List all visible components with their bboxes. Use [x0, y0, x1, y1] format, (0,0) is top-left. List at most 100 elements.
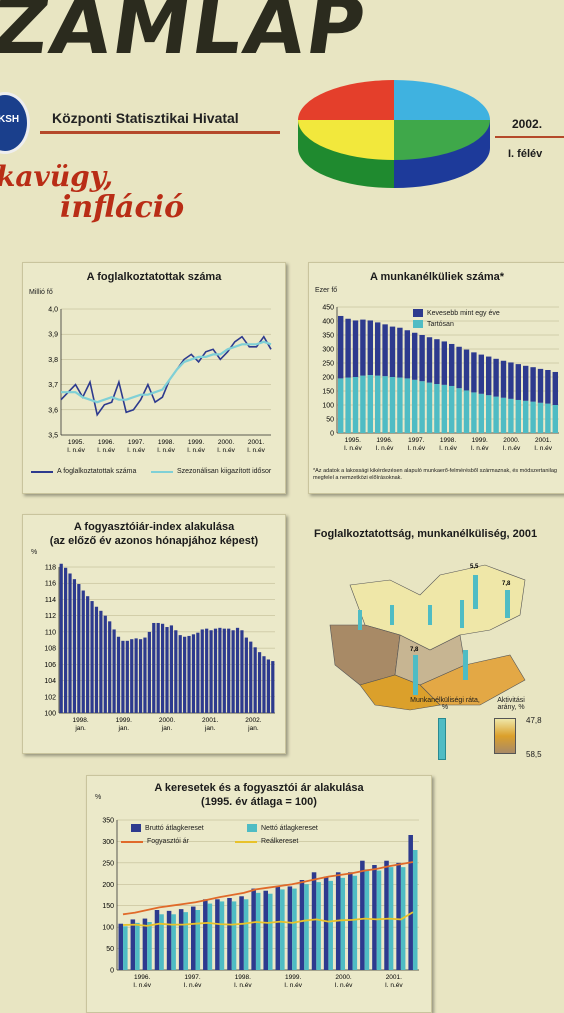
chart-title: A foglalkoztatottak száma	[86, 271, 222, 283]
cpi-bar	[156, 622, 160, 713]
cpi-bar	[253, 647, 257, 713]
x-tick-label: 2000.	[218, 439, 234, 446]
employment-chart-panel: A foglalkoztatottak száma Millió fő 4,0 3…	[22, 262, 286, 494]
x-tick-label: 1998.	[235, 974, 251, 981]
bar-gross-wage	[118, 923, 124, 970]
bar-gross-wage	[372, 865, 377, 970]
legend-real-wage: Reálkereset	[235, 838, 298, 845]
y-tick-label: 102	[44, 694, 56, 701]
bar-short-term	[530, 367, 536, 402]
cpi-bar	[200, 629, 204, 713]
activity-legend-scale	[494, 718, 516, 754]
bar-long-term	[552, 405, 558, 433]
legend-cpi: Fogyasztói ár	[121, 838, 189, 845]
unemployment-chart-panel: A munkanélküliek száma* Ezer fő 450 400 35…	[308, 262, 564, 494]
svg-text:5,5: 5,5	[470, 564, 479, 570]
bar-short-term	[375, 322, 381, 376]
cpi-bar	[222, 628, 226, 713]
cpi-bar	[72, 579, 77, 713]
bar-net-wage	[183, 912, 188, 970]
y-tick-label: 200	[322, 375, 334, 382]
cpi-bar	[152, 622, 156, 713]
wages-chart-panel: A keresetek és a fogyasztói ár alakulása…	[86, 775, 432, 1013]
y-tick-label: 250	[322, 361, 334, 368]
publication-period: I. félév	[508, 148, 543, 160]
bar-long-term	[545, 403, 551, 433]
line-consumer-price	[122, 861, 414, 916]
cpi-bar	[218, 627, 222, 713]
x-tick-label: 1996.	[376, 437, 392, 444]
x-tick-label: I. n.év	[376, 445, 394, 452]
bar-short-term	[515, 364, 521, 400]
y-tick-label: 450	[322, 305, 334, 312]
cpi-bar	[68, 573, 72, 713]
bar-short-term	[449, 343, 455, 386]
cpi-bar	[209, 630, 213, 713]
cpi-bar	[240, 630, 244, 713]
line-real-wage	[122, 911, 414, 927]
bar-net-wage	[207, 903, 213, 970]
bar-short-term	[404, 330, 410, 379]
x-tick-label: I. n.év	[133, 982, 151, 989]
bar-net-wage	[340, 877, 346, 970]
cpi-bar	[90, 601, 94, 713]
x-tick-label: 1995.	[345, 437, 361, 444]
y-tick-label: 50	[326, 417, 334, 424]
x-tick-label: 2000.	[335, 974, 351, 981]
y-tick-label: 150	[322, 389, 334, 396]
x-tick-label: I. n.év	[234, 982, 252, 989]
x-tick-label: 2002.	[245, 717, 261, 724]
bar-net-wage	[123, 926, 128, 970]
bar-short-term	[419, 335, 425, 382]
x-tick-label: I. n.év	[67, 447, 85, 454]
y-axis-unit: Millió fő	[29, 289, 53, 296]
cpi-bar	[108, 621, 112, 713]
cpi-bar	[81, 590, 85, 713]
cpi-bar	[231, 630, 235, 713]
bar-long-term	[537, 402, 544, 433]
bar-gross-wage	[190, 906, 196, 970]
cpi-bar	[99, 610, 103, 713]
map-title: Foglalkoztatottság, munkanélküliség, 200…	[314, 528, 538, 540]
x-tick-label: 1999.	[188, 439, 204, 446]
bar-long-term	[441, 384, 447, 433]
cpi-bar-chart: 1181161141121101081061041021001998.jan.1…	[44, 563, 275, 732]
bar-long-term	[478, 393, 484, 433]
cpi-bar	[174, 630, 178, 713]
bar-gross-wage	[360, 860, 365, 970]
cpi-bar	[86, 596, 90, 713]
cpi-bar	[257, 652, 262, 713]
bar-long-term	[456, 388, 462, 433]
bar-net-wage	[412, 850, 418, 970]
bar-net-wage	[219, 901, 225, 970]
cpi-bar	[191, 634, 196, 713]
bar-short-term	[434, 339, 440, 384]
cpi-bar	[213, 628, 218, 713]
y-axis-unit: Ezer fő	[315, 287, 338, 294]
cpi-bar	[116, 636, 121, 713]
y-tick-label: 108	[44, 646, 56, 653]
cpi-bar	[143, 637, 147, 713]
bar-long-term	[345, 377, 351, 433]
y-tick-label: 400	[322, 319, 334, 326]
bar-long-term	[412, 379, 418, 433]
y-tick-label: 3,9	[48, 332, 58, 339]
bar-short-term	[500, 360, 507, 398]
y-tick-label: 106	[44, 662, 56, 669]
hungary-map: 5,5 7,8 7,8	[329, 564, 526, 711]
chart-title: A fogyasztóiár-index alakulása	[73, 521, 235, 533]
y-tick-label: 350	[322, 333, 334, 340]
cpi-bar	[125, 640, 129, 713]
x-tick-label: 1996.	[98, 439, 114, 446]
cpi-bar	[183, 636, 187, 713]
bar-short-term	[508, 362, 514, 399]
bar-long-term	[508, 398, 514, 433]
legend-long-term: Tartósan	[413, 320, 454, 328]
y-tick-label: 3,7	[48, 382, 58, 389]
activity-min: 58,5	[526, 750, 542, 759]
bar-long-term	[434, 384, 440, 433]
x-tick-label: 1995.	[68, 439, 84, 446]
bar-net-wage	[243, 899, 249, 970]
bar-gross-wage	[299, 880, 305, 970]
bar-net-wage	[280, 889, 285, 970]
